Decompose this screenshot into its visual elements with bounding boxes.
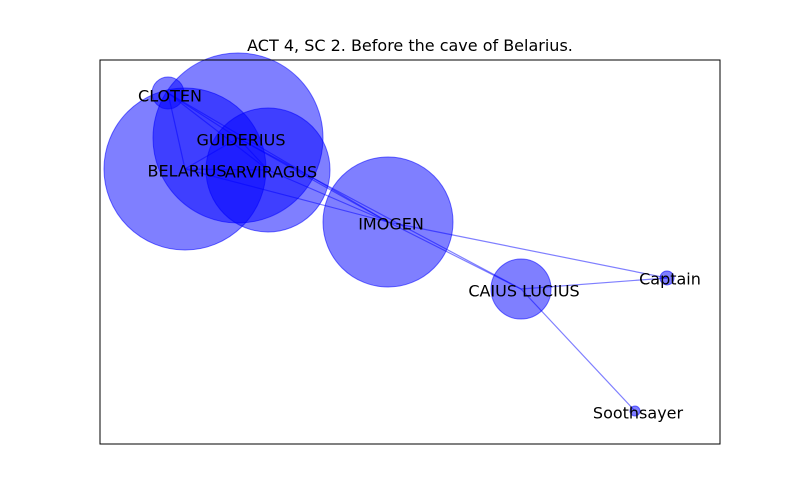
node-label-soothsayer: Soothsayer <box>593 404 684 423</box>
node-label-belarius: BELARIUS <box>147 162 226 181</box>
node-caius-lucius <box>490 258 552 320</box>
node-imogen <box>322 156 454 288</box>
node-label-caius-lucius: CAIUS LUCIUS <box>468 282 579 301</box>
node-arviragus <box>205 107 331 233</box>
plot-frame <box>99 59 721 445</box>
nodes-layer <box>103 52 675 417</box>
node-label-arviragus: ARVIRAGUS <box>225 163 317 182</box>
node-label-guiderius: GUIDERIUS <box>197 131 286 150</box>
node-label-imogen: IMOGEN <box>358 215 424 234</box>
chart-title: ACT 4, SC 2. Before the cave of Belarius… <box>247 36 573 55</box>
node-label-captain: Captain <box>639 270 701 289</box>
node-soothsayer <box>629 405 641 417</box>
node-label-cloten: CLOTEN <box>138 87 202 106</box>
node-captain <box>659 270 675 286</box>
